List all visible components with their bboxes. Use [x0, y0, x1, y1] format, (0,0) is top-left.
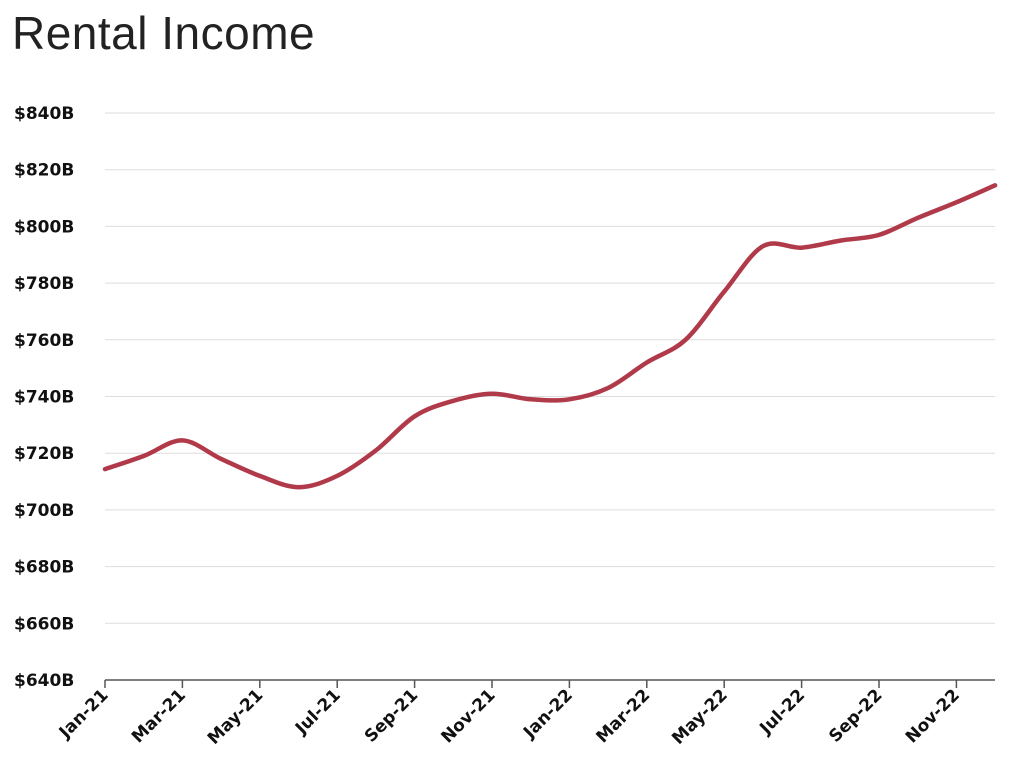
x-tick-label: Mar-21	[128, 685, 190, 747]
y-axis-tick-labels: $640B $660B $680B $700B $720B $740B $760B $780B…	[14, 104, 74, 691]
y-tick-label: $820B	[14, 161, 74, 181]
chart-title: Rental Income	[12, 7, 316, 59]
x-tick-label: Nov-22	[902, 685, 964, 747]
x-tick-label: Sep-22	[825, 685, 886, 746]
series-layer	[102, 183, 998, 490]
y-tick-label: $680B	[14, 558, 74, 578]
series-line-rental-income	[102, 183, 998, 490]
x-tick-label: May-21	[204, 685, 267, 748]
x-tick-label: Mar-22	[592, 685, 654, 747]
x-tick-label: Nov-21	[438, 685, 500, 747]
y-tick-label: $700B	[14, 501, 74, 521]
y-tick-label: $740B	[14, 388, 74, 408]
y-tick-label: $660B	[14, 614, 74, 634]
y-tick-label: $640B	[14, 671, 74, 691]
x-tick-label: Jan-22	[519, 685, 577, 743]
x-tick-label: Sep-21	[361, 685, 422, 746]
y-tick-label: $720B	[14, 444, 74, 464]
y-tick-label: $840B	[14, 104, 74, 124]
x-tick-label: Jan-21	[55, 685, 113, 743]
grid-lines	[105, 112, 995, 624]
x-tick-label: Jul-21	[291, 685, 345, 739]
x-axis: Jan-21 Mar-21 May-21 Jul-21 Sep-21 Nov-21 Jan-…	[55, 679, 995, 749]
x-tick-label: May-22	[668, 685, 731, 748]
x-tick-label: Jul-22	[755, 685, 809, 739]
y-tick-label: $800B	[14, 217, 74, 237]
y-tick-label: $780B	[14, 274, 74, 294]
y-tick-label: $760B	[14, 331, 74, 351]
